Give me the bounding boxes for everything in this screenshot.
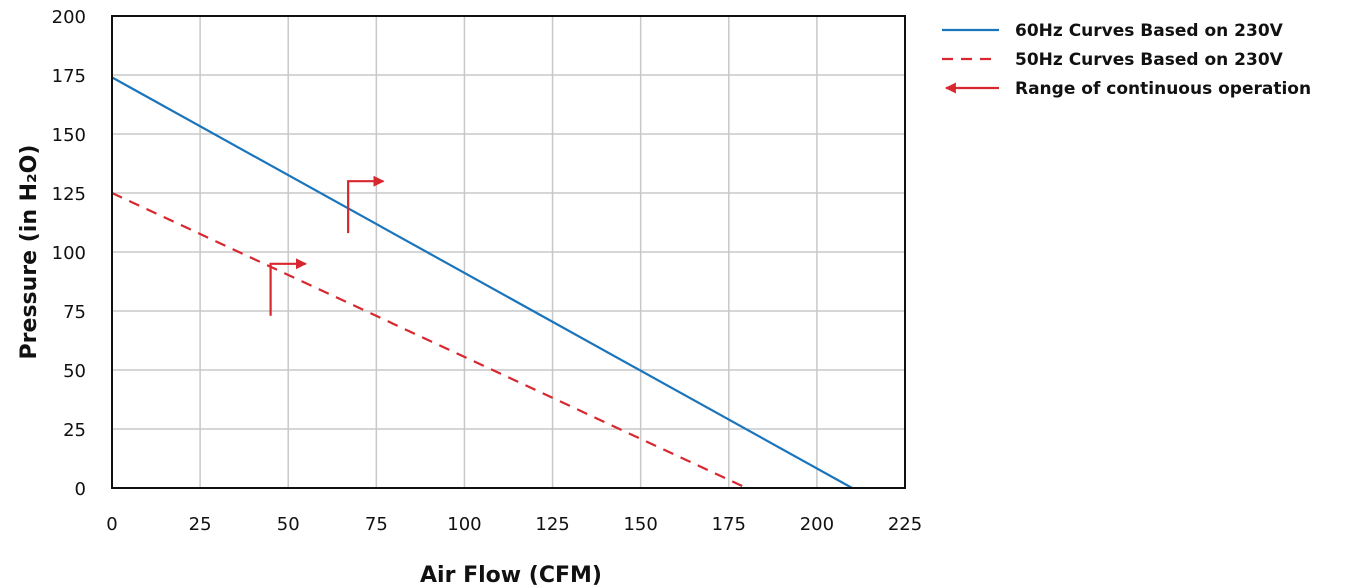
x-tick-label: 25 (189, 514, 212, 535)
legend-item: 60Hz Curves Based on 230V (942, 21, 1284, 41)
x-tick-label: 200 (800, 514, 834, 535)
legend-label: 50Hz Curves Based on 230V (1015, 50, 1284, 70)
y-tick-label: 25 (63, 420, 86, 441)
x-tick-label: 225 (888, 514, 922, 535)
series-layer (112, 77, 852, 488)
x-tick-label: 175 (712, 514, 746, 535)
grid (112, 16, 905, 488)
series-line-1 (112, 77, 852, 488)
x-tick-label: 100 (447, 514, 481, 535)
y-tick-labels: 0 25 50 75 100 125 150 175 200 (52, 7, 86, 500)
x-tick-label: 150 (623, 514, 657, 535)
y-tick-label: 100 (52, 243, 86, 264)
legend-label: 60Hz Curves Based on 230V (1015, 21, 1284, 41)
y-tick-label: 125 (52, 184, 86, 205)
y-tick-label: 200 (52, 7, 86, 28)
y-tick-label: 175 (52, 66, 86, 87)
x-tick-label: 125 (535, 514, 569, 535)
legend-label: Range of continuous operation (1015, 79, 1311, 99)
y-axis-title: Pressure (in H₂O) (17, 145, 42, 360)
legend-item: Range of continuous operation (946, 79, 1311, 99)
y-tick-label: 75 (63, 302, 86, 323)
y-tick-label: 150 (52, 125, 86, 146)
x-tick-label: 0 (106, 514, 117, 535)
series-line-2 (112, 193, 746, 488)
x-tick-label: 75 (365, 514, 388, 535)
y-tick-label: 50 (63, 361, 86, 382)
y-tick-label: 0 (75, 479, 86, 500)
legend-item: 50Hz Curves Based on 230V (942, 50, 1284, 70)
x-tick-label: 50 (277, 514, 300, 535)
legend: 60Hz Curves Based on 230V 50Hz Curves Bas… (942, 21, 1311, 99)
x-axis-title: Air Flow (CFM) (420, 563, 602, 588)
x-tick-labels: 0 25 50 75 100 125 150 175 200 225 (106, 514, 922, 535)
